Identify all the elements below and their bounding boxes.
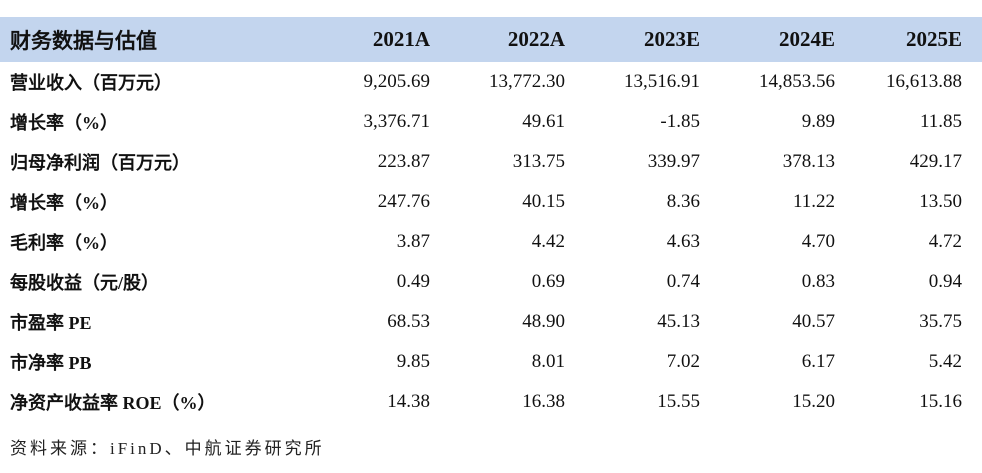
cell-value: 16.38 — [522, 391, 565, 412]
cell-value: 0.74 — [666, 271, 700, 292]
table-row: 增长率（%） 247.76 40.15 8.36 11.22 13.50 — [0, 182, 982, 222]
year-column-header: 2023E — [643, 27, 700, 51]
cell-value: 0.49 — [396, 271, 430, 292]
cell-value: 5.42 — [928, 351, 962, 372]
cell-value: 339.97 — [647, 151, 700, 172]
cell-value: 0.69 — [531, 271, 565, 292]
table-row: 营业收入（百万元） 9,205.69 13,772.30 13,516.91 14,85… — [0, 62, 982, 102]
cell-value: 8.01 — [531, 351, 565, 372]
cell-value: 8.36 — [666, 191, 700, 212]
row-label: 市净率 PB — [10, 353, 92, 373]
table-header-row: 财务数据与估值 2021A 2022A 2023E 2024E 2025E — [0, 17, 982, 62]
cell-value: 9.85 — [396, 351, 430, 372]
cell-value: 16,613.88 — [886, 71, 962, 92]
year-column-header: 2021A — [372, 27, 430, 51]
cell-value: 13,772.30 — [489, 71, 565, 92]
year-column-header: 2025E — [905, 27, 962, 51]
financial-valuation-table: 财务数据与估值 2021A 2022A 2023E 2024E 2025E 营业收入（百… — [0, 17, 982, 458]
source-note: 资料来源：iFinD、中航证券研究所 — [10, 439, 325, 458]
cell-value: 40.57 — [792, 311, 835, 332]
row-label: 增长率（%） — [10, 193, 118, 213]
year-column-header: 2022A — [507, 27, 565, 51]
cell-value: 4.63 — [666, 231, 700, 252]
row-label: 净资产收益率 ROE（%） — [10, 393, 216, 413]
table-row: 增长率（%） 3,376.71 49.61 -1.85 9.89 11.85 — [0, 102, 982, 142]
cell-value: 3.87 — [396, 231, 430, 252]
cell-value: 9,205.69 — [363, 71, 431, 92]
cell-value: 15.20 — [792, 391, 835, 412]
cell-value: 4.70 — [801, 231, 835, 252]
row-label: 市盈率 PE — [10, 313, 92, 333]
cell-value: 15.55 — [657, 391, 700, 412]
cell-value: 13.50 — [919, 191, 962, 212]
cell-value: 9.89 — [801, 111, 835, 132]
cell-value: 45.13 — [657, 311, 700, 332]
cell-value: 14,853.56 — [759, 71, 835, 92]
cell-value: 0.83 — [801, 271, 835, 292]
cell-value: 3,376.71 — [363, 111, 431, 132]
table-row: 每股收益（元/股） 0.49 0.69 0.74 0.83 0.94 — [0, 262, 982, 302]
cell-value: 0.94 — [928, 271, 962, 292]
cell-value: 15.16 — [919, 391, 962, 412]
row-label: 毛利率（%） — [10, 233, 118, 253]
cell-value: 6.17 — [801, 351, 835, 372]
cell-value: 429.17 — [909, 151, 962, 172]
table-body: 营业收入（百万元） 9,205.69 13,772.30 13,516.91 14,85… — [0, 62, 982, 422]
table-title: 财务数据与估值 — [10, 28, 157, 53]
table-row: 市盈率 PE 68.53 48.90 45.13 40.57 35.75 — [0, 302, 982, 342]
cell-value: 11.22 — [792, 191, 835, 212]
cell-value: 13,516.91 — [624, 71, 700, 92]
cell-value: 11.85 — [919, 111, 962, 132]
cell-value: 49.61 — [522, 111, 565, 132]
table-row: 市净率 PB 9.85 8.01 7.02 6.17 5.42 — [0, 342, 982, 382]
cell-value: 247.76 — [377, 191, 430, 212]
table-row: 毛利率（%） 3.87 4.42 4.63 4.70 4.72 — [0, 222, 982, 262]
cell-value: 4.42 — [531, 231, 565, 252]
row-label: 每股收益（元/股） — [10, 273, 160, 293]
cell-value: 378.13 — [782, 151, 835, 172]
cell-value: 40.15 — [522, 191, 565, 212]
cell-value: 313.75 — [512, 151, 565, 172]
year-column-header: 2024E — [778, 27, 835, 51]
cell-value: -1.85 — [660, 111, 700, 132]
cell-value: 48.90 — [522, 311, 565, 332]
cell-value: 14.38 — [387, 391, 430, 412]
cell-value: 35.75 — [919, 311, 962, 332]
row-label: 营业收入（百万元） — [10, 73, 172, 93]
cell-value: 223.87 — [377, 151, 430, 172]
table-row: 归母净利润（百万元） 223.87 313.75 339.97 378.13 429.17 — [0, 142, 982, 182]
cell-value: 7.02 — [666, 351, 700, 372]
row-label: 归母净利润（百万元） — [10, 153, 190, 173]
row-label: 增长率（%） — [10, 113, 118, 133]
table-row: 净资产收益率 ROE（%） 14.38 16.38 15.55 15.20 15.16 — [0, 382, 982, 422]
cell-value: 68.53 — [387, 311, 430, 332]
cell-value: 4.72 — [928, 231, 962, 252]
